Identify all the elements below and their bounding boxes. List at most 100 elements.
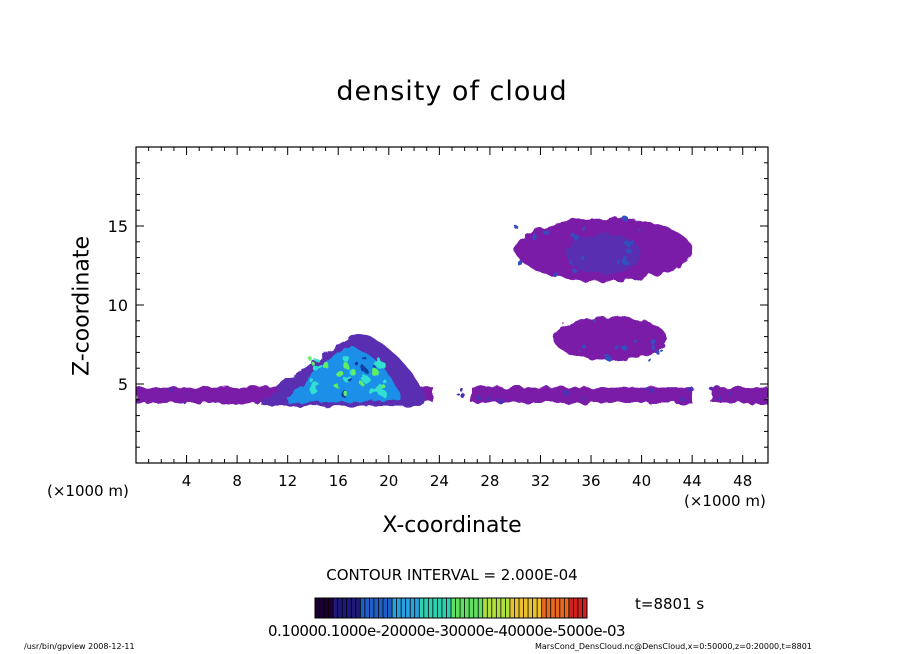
cloud-speck bbox=[183, 392, 187, 395]
time-label: t=8801 s bbox=[635, 595, 705, 613]
plot-frame bbox=[135, 146, 769, 464]
cloud-speck bbox=[571, 233, 576, 238]
cloud-speck bbox=[615, 345, 621, 351]
cloud-shape bbox=[565, 233, 642, 274]
colorbar-cell bbox=[487, 598, 493, 618]
colorbar-cell bbox=[528, 598, 534, 618]
footer-source: MarsCond_DensCloud.nc@DensCloud,x=0:5000… bbox=[535, 642, 812, 651]
colorbar-cell bbox=[410, 598, 416, 618]
colorbar-cell bbox=[469, 598, 475, 618]
colorbar-cell bbox=[355, 598, 361, 618]
colorbar-cell bbox=[328, 598, 334, 618]
cloud-speck bbox=[571, 268, 576, 273]
colorbar-cell bbox=[582, 598, 588, 618]
cloud-speck bbox=[313, 357, 319, 362]
colorbar-cell bbox=[392, 598, 398, 618]
cloud-speck bbox=[628, 238, 634, 244]
colorbar-cell bbox=[337, 598, 343, 618]
cloud-speck bbox=[592, 317, 596, 322]
cloud-speck bbox=[459, 392, 465, 398]
cloud-speck bbox=[622, 345, 628, 352]
cloud-speck bbox=[625, 247, 631, 254]
colorbar-cell bbox=[555, 598, 561, 618]
cloud-speck bbox=[350, 368, 356, 375]
cloud-speck bbox=[332, 382, 338, 387]
footer-program-date: /usr/bin/gpview 2008-12-11 bbox=[24, 642, 135, 651]
colorbar-cell bbox=[496, 598, 502, 618]
colorbar-cell bbox=[373, 598, 379, 618]
colorbar-cell bbox=[441, 598, 447, 618]
colorbar-cell bbox=[369, 598, 375, 618]
x-tick-label: 40 bbox=[632, 472, 651, 490]
x-tick-label: 4 bbox=[182, 472, 192, 490]
cloud-speck bbox=[183, 401, 187, 405]
colorbar-cell bbox=[519, 598, 525, 618]
cloud-speck bbox=[459, 387, 464, 392]
x-axis-unit-left: (×1000 m) bbox=[47, 482, 129, 500]
colorbar-cell bbox=[432, 598, 438, 618]
colorbar-cell bbox=[423, 598, 429, 618]
colorbar-cell bbox=[451, 598, 457, 618]
cloud-speck bbox=[651, 344, 657, 350]
cloud-speck bbox=[580, 256, 585, 261]
cloud-speck bbox=[516, 259, 522, 265]
x-axis-unit-right: (×1000 m) bbox=[684, 492, 766, 510]
cloud-speck bbox=[632, 337, 636, 342]
cloud-gap bbox=[433, 385, 471, 405]
cloud-mid-cloud bbox=[553, 316, 667, 362]
cloud-speck bbox=[660, 349, 664, 353]
x-tick-label: 8 bbox=[232, 472, 242, 490]
cloud-speck bbox=[379, 390, 387, 398]
cloud-speck bbox=[346, 376, 352, 382]
colorbar-cell bbox=[364, 598, 370, 618]
x-tick-label: 12 bbox=[278, 472, 297, 490]
cloud-speck bbox=[637, 227, 641, 231]
colorbar-cell bbox=[455, 598, 461, 618]
cloud-density-field bbox=[136, 216, 768, 407]
colorbar-cell bbox=[523, 598, 529, 618]
x-tick-label: 24 bbox=[430, 472, 449, 490]
cloud-speck bbox=[623, 216, 629, 222]
cloud-gap bbox=[692, 385, 712, 405]
colorbar-cell bbox=[401, 598, 407, 618]
colorbar-cell bbox=[573, 598, 579, 618]
x-tick-label: 48 bbox=[733, 472, 752, 490]
cloud-speck bbox=[649, 338, 656, 344]
cloud-speck bbox=[312, 382, 320, 391]
colorbar-cell bbox=[346, 598, 352, 618]
y-axis-label: Z-coordinate bbox=[69, 236, 95, 376]
colorbar-cell bbox=[405, 598, 411, 618]
plot-border bbox=[135, 146, 769, 464]
cloud-speck bbox=[308, 357, 313, 362]
colorbar-cell bbox=[383, 598, 389, 618]
cloud-speck bbox=[553, 272, 559, 278]
cloud-speck bbox=[567, 259, 572, 263]
cloud-speck bbox=[361, 366, 367, 372]
cloud-speck bbox=[379, 376, 385, 382]
colorbar-cell bbox=[446, 598, 452, 618]
colorbar bbox=[314, 597, 588, 619]
cloud-speck bbox=[582, 397, 585, 400]
colorbar-cell bbox=[360, 598, 366, 618]
contour-interval-label: CONTOUR INTERVAL = 2.000E-04 bbox=[326, 566, 578, 584]
cloud-speck bbox=[717, 395, 722, 401]
colorbar-cell bbox=[568, 598, 574, 618]
cloud-speck bbox=[647, 357, 652, 362]
cloud-speck bbox=[343, 356, 350, 363]
colorbar-cell bbox=[464, 598, 470, 618]
colorbar-cell bbox=[315, 598, 321, 618]
cloud-speck bbox=[371, 369, 380, 377]
cloud-speck bbox=[309, 378, 314, 383]
colorbar-cell bbox=[378, 598, 384, 618]
colorbar-cell bbox=[387, 598, 393, 618]
cloud-speck bbox=[336, 370, 344, 378]
x-axis-label: X-coordinate bbox=[0, 513, 904, 538]
x-axis-label-text: X-coordinate bbox=[382, 513, 522, 538]
cloud-speck bbox=[579, 350, 582, 353]
cloud-speck bbox=[360, 382, 365, 386]
colorbar-cell bbox=[351, 598, 357, 618]
colorbar-cell bbox=[414, 598, 420, 618]
colorbar-cell bbox=[564, 598, 570, 618]
cloud-speck bbox=[313, 365, 320, 372]
